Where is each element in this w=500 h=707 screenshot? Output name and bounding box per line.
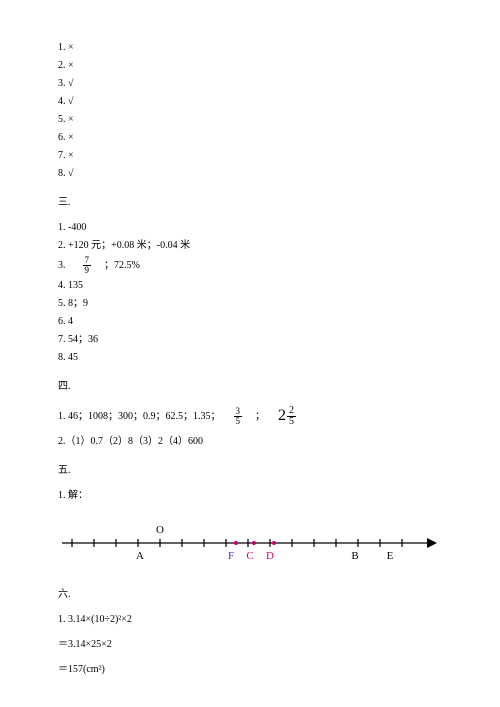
mark: √ — [68, 78, 74, 89]
mark: √ — [68, 96, 74, 107]
s3-i3: 3. 7 9 ；72.5% — [58, 256, 442, 275]
denominator: 5 — [287, 417, 296, 427]
mark: × — [68, 42, 74, 53]
s6-i2: ＝3.14×25×2 — [58, 637, 442, 652]
denominator: 5 — [234, 417, 243, 426]
s3-i2: 2. +120 元；+0.08 米；-0.04 米 — [58, 238, 442, 253]
whole-part: 2 — [278, 404, 286, 428]
s3-i4: 4. 135 — [58, 278, 442, 293]
num: 6. — [58, 132, 66, 143]
judgment-row: 2. × — [58, 58, 442, 73]
svg-text:O: O — [156, 524, 164, 536]
section-4-heading: 四. — [58, 379, 442, 394]
numerator: 3 — [234, 407, 243, 417]
number-line-svg: O A FC D B E — [58, 523, 442, 573]
s3-i3-prefix: 3. — [58, 258, 66, 273]
judgment-row: 8. √ — [58, 166, 442, 181]
judgments-block: 1. × 2. × 3. √ 4. √ 5. × 6. × 7. × 8. √ — [58, 40, 442, 181]
s6-i1: 1. 3.14×(10÷2)²×2 — [58, 612, 442, 627]
judgment-row: 7. × — [58, 148, 442, 163]
section-6-heading: 六. — [58, 587, 442, 602]
num: 5. — [58, 114, 66, 125]
denominator: 9 — [83, 266, 92, 275]
fraction: 7 9 — [83, 256, 92, 275]
svg-text:F: F — [228, 550, 234, 562]
s6-i3: ＝157(cm²) — [58, 662, 442, 677]
numerator: 2 — [287, 406, 296, 417]
mark: × — [68, 60, 74, 71]
num: 1. — [58, 42, 66, 53]
s4-i1: 1. 46；1008；300；0.9；62.5；1.35； 3 5 ； 2 2 … — [58, 404, 442, 428]
judgment-row: 6. × — [58, 130, 442, 145]
svg-text:E: E — [387, 550, 394, 562]
s3-i8: 8. 45 — [58, 350, 442, 365]
fraction-part: 2 5 — [287, 406, 296, 427]
s5-i1: 1. 解： — [58, 488, 442, 503]
judgment-row: 4. √ — [58, 94, 442, 109]
s3-i6: 6. 4 — [58, 314, 442, 329]
judgment-row: 5. × — [58, 112, 442, 127]
s4-i2: 2.（1）0.7（2）8（3）2（4）600 — [58, 434, 442, 449]
num: 7. — [58, 150, 66, 161]
svg-text:A: A — [136, 550, 144, 562]
num: 8. — [58, 168, 66, 179]
section-3-heading: 三. — [58, 195, 442, 210]
section-5-heading: 五. — [58, 463, 442, 478]
s4-i1-mid: ； — [255, 409, 265, 424]
judgment-row: 3. √ — [58, 76, 442, 91]
mixed-number: 2 2 5 — [278, 404, 296, 428]
s3-i7: 7. 54；36 — [58, 332, 442, 347]
num: 4. — [58, 96, 66, 107]
mark: × — [68, 132, 74, 143]
mark: × — [68, 114, 74, 125]
mark: × — [68, 150, 74, 161]
s4-i1-prefix: 1. 46；1008；300；0.9；62.5；1.35； — [58, 409, 221, 424]
mark: √ — [68, 168, 74, 179]
num: 2. — [58, 60, 66, 71]
s3-i3-suffix: ；72.5% — [104, 258, 140, 273]
fraction: 3 5 — [234, 407, 243, 426]
number-line: O A FC D B E — [58, 523, 442, 573]
svg-text:D: D — [266, 550, 274, 562]
s3-i5: 5. 8；9 — [58, 296, 442, 311]
num: 3. — [58, 78, 66, 89]
judgment-row: 1. × — [58, 40, 442, 55]
svg-text:C: C — [246, 550, 253, 562]
s3-i1: 1. -400 — [58, 220, 442, 235]
svg-text:B: B — [351, 550, 358, 562]
